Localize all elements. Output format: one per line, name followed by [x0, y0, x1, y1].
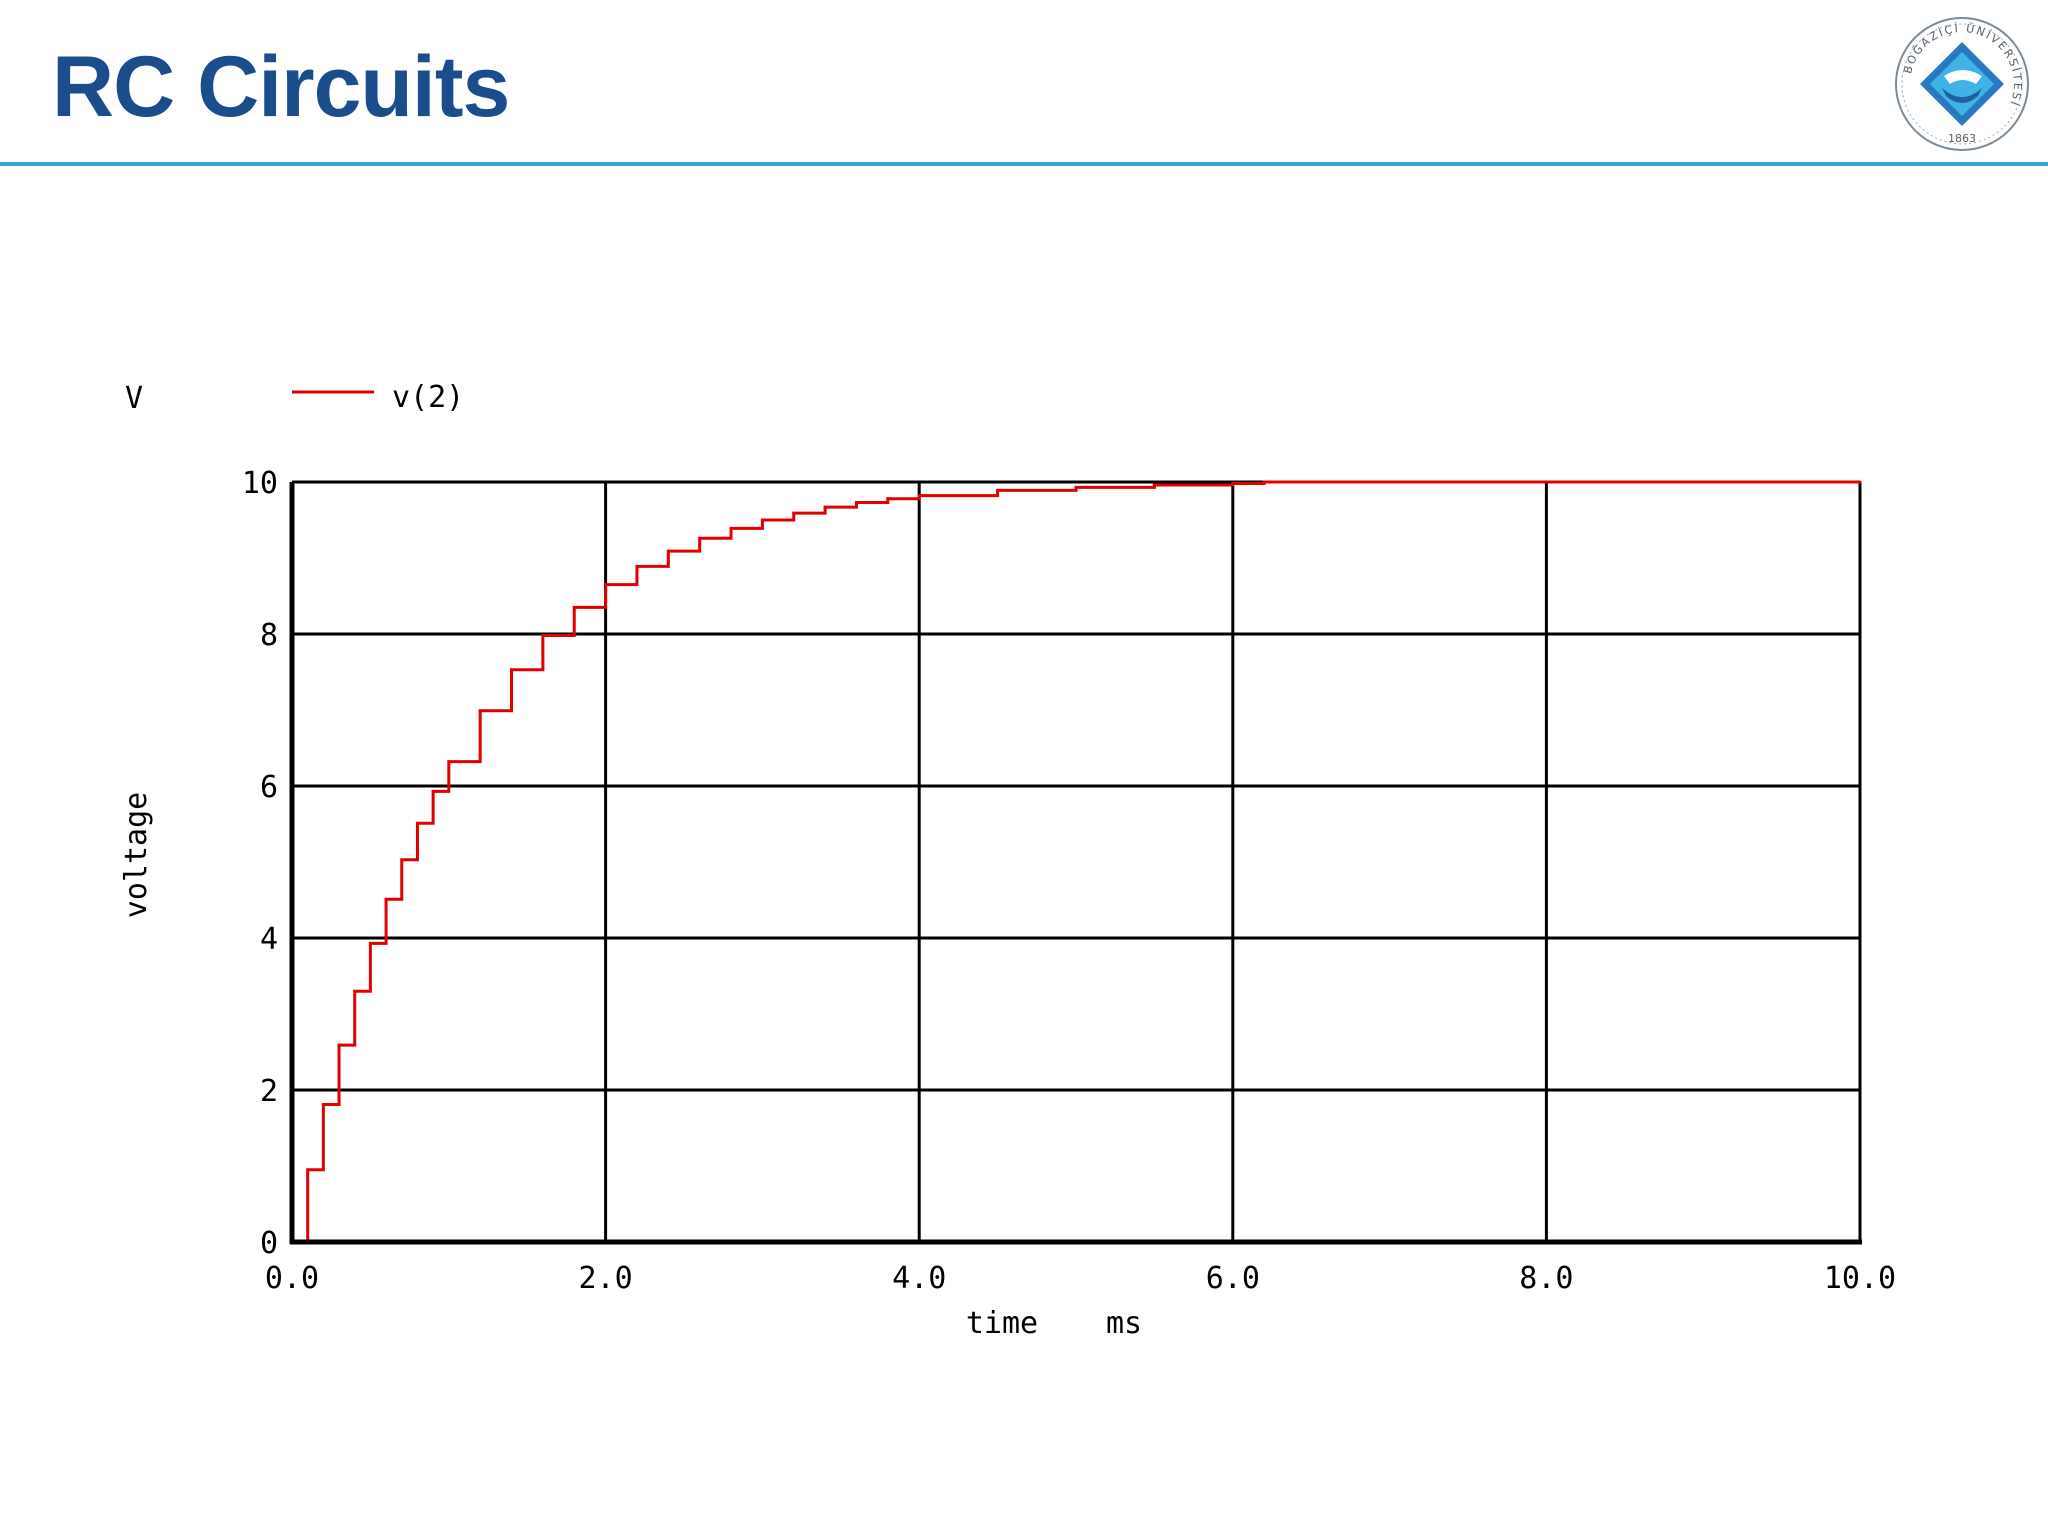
x-tick-label: 4.0: [892, 1261, 946, 1296]
series-point: [823, 505, 827, 509]
y-tick-label: 6: [260, 770, 278, 805]
series-point: [353, 989, 357, 993]
logo-year: 1863: [1948, 132, 1976, 145]
series-point: [604, 583, 608, 587]
series-point: [321, 1102, 325, 1106]
y-tick-label: 0: [260, 1226, 278, 1261]
series-point: [1074, 485, 1078, 489]
series-point: [1262, 480, 1266, 484]
legend-label: v(2): [392, 380, 464, 415]
series-point: [1858, 480, 1862, 484]
series-point: [431, 789, 435, 793]
series-point: [447, 760, 451, 764]
series-point: [510, 668, 514, 672]
x-tick-label: 6.0: [1206, 1261, 1260, 1296]
unit-label: V: [125, 381, 143, 416]
x-axis-label-quantity: time: [966, 1306, 1038, 1341]
x-axis-label-unit: ms: [1106, 1306, 1142, 1341]
series-point: [337, 1043, 341, 1047]
series-point: [996, 488, 1000, 492]
x-tick-label: 8.0: [1519, 1261, 1573, 1296]
y-tick-label: 2: [260, 1074, 278, 1109]
series-point: [400, 858, 404, 862]
series-point: [368, 941, 372, 945]
y-tick-label: 10: [242, 466, 278, 501]
series-point: [478, 709, 482, 713]
y-axis-label: voltage: [119, 792, 154, 918]
x-tick-label: 2.0: [579, 1261, 633, 1296]
x-tick-label: 10.0: [1824, 1261, 1896, 1296]
series-point: [1701, 480, 1705, 484]
series-point: [1152, 483, 1156, 487]
title-divider: [0, 162, 2048, 166]
series-point: [541, 634, 545, 638]
series-point: [917, 494, 921, 498]
series-point: [854, 501, 858, 505]
series-point: [1231, 482, 1235, 486]
series-point: [384, 897, 388, 901]
series-line-v2: [292, 480, 1860, 1244]
university-logo: BOĞAZİÇİ ÜNİVERSİTESİ 1863: [1895, 17, 2029, 151]
page-title: RC Circuits: [52, 39, 510, 135]
y-tick-label: 4: [260, 922, 278, 957]
series-point: [635, 564, 639, 568]
series-point: [729, 526, 733, 530]
series-point: [306, 1168, 310, 1172]
x-tick-label: 0.0: [265, 1261, 319, 1296]
series-point: [1388, 480, 1392, 484]
series-point: [572, 605, 576, 609]
series-point: [1544, 480, 1548, 484]
series-point: [886, 497, 890, 501]
series-point: [760, 518, 764, 522]
series-point: [666, 549, 670, 553]
series-point: [792, 511, 796, 515]
y-tick-label: 8: [260, 618, 278, 653]
series-point: [698, 536, 702, 540]
series-point: [415, 821, 419, 825]
